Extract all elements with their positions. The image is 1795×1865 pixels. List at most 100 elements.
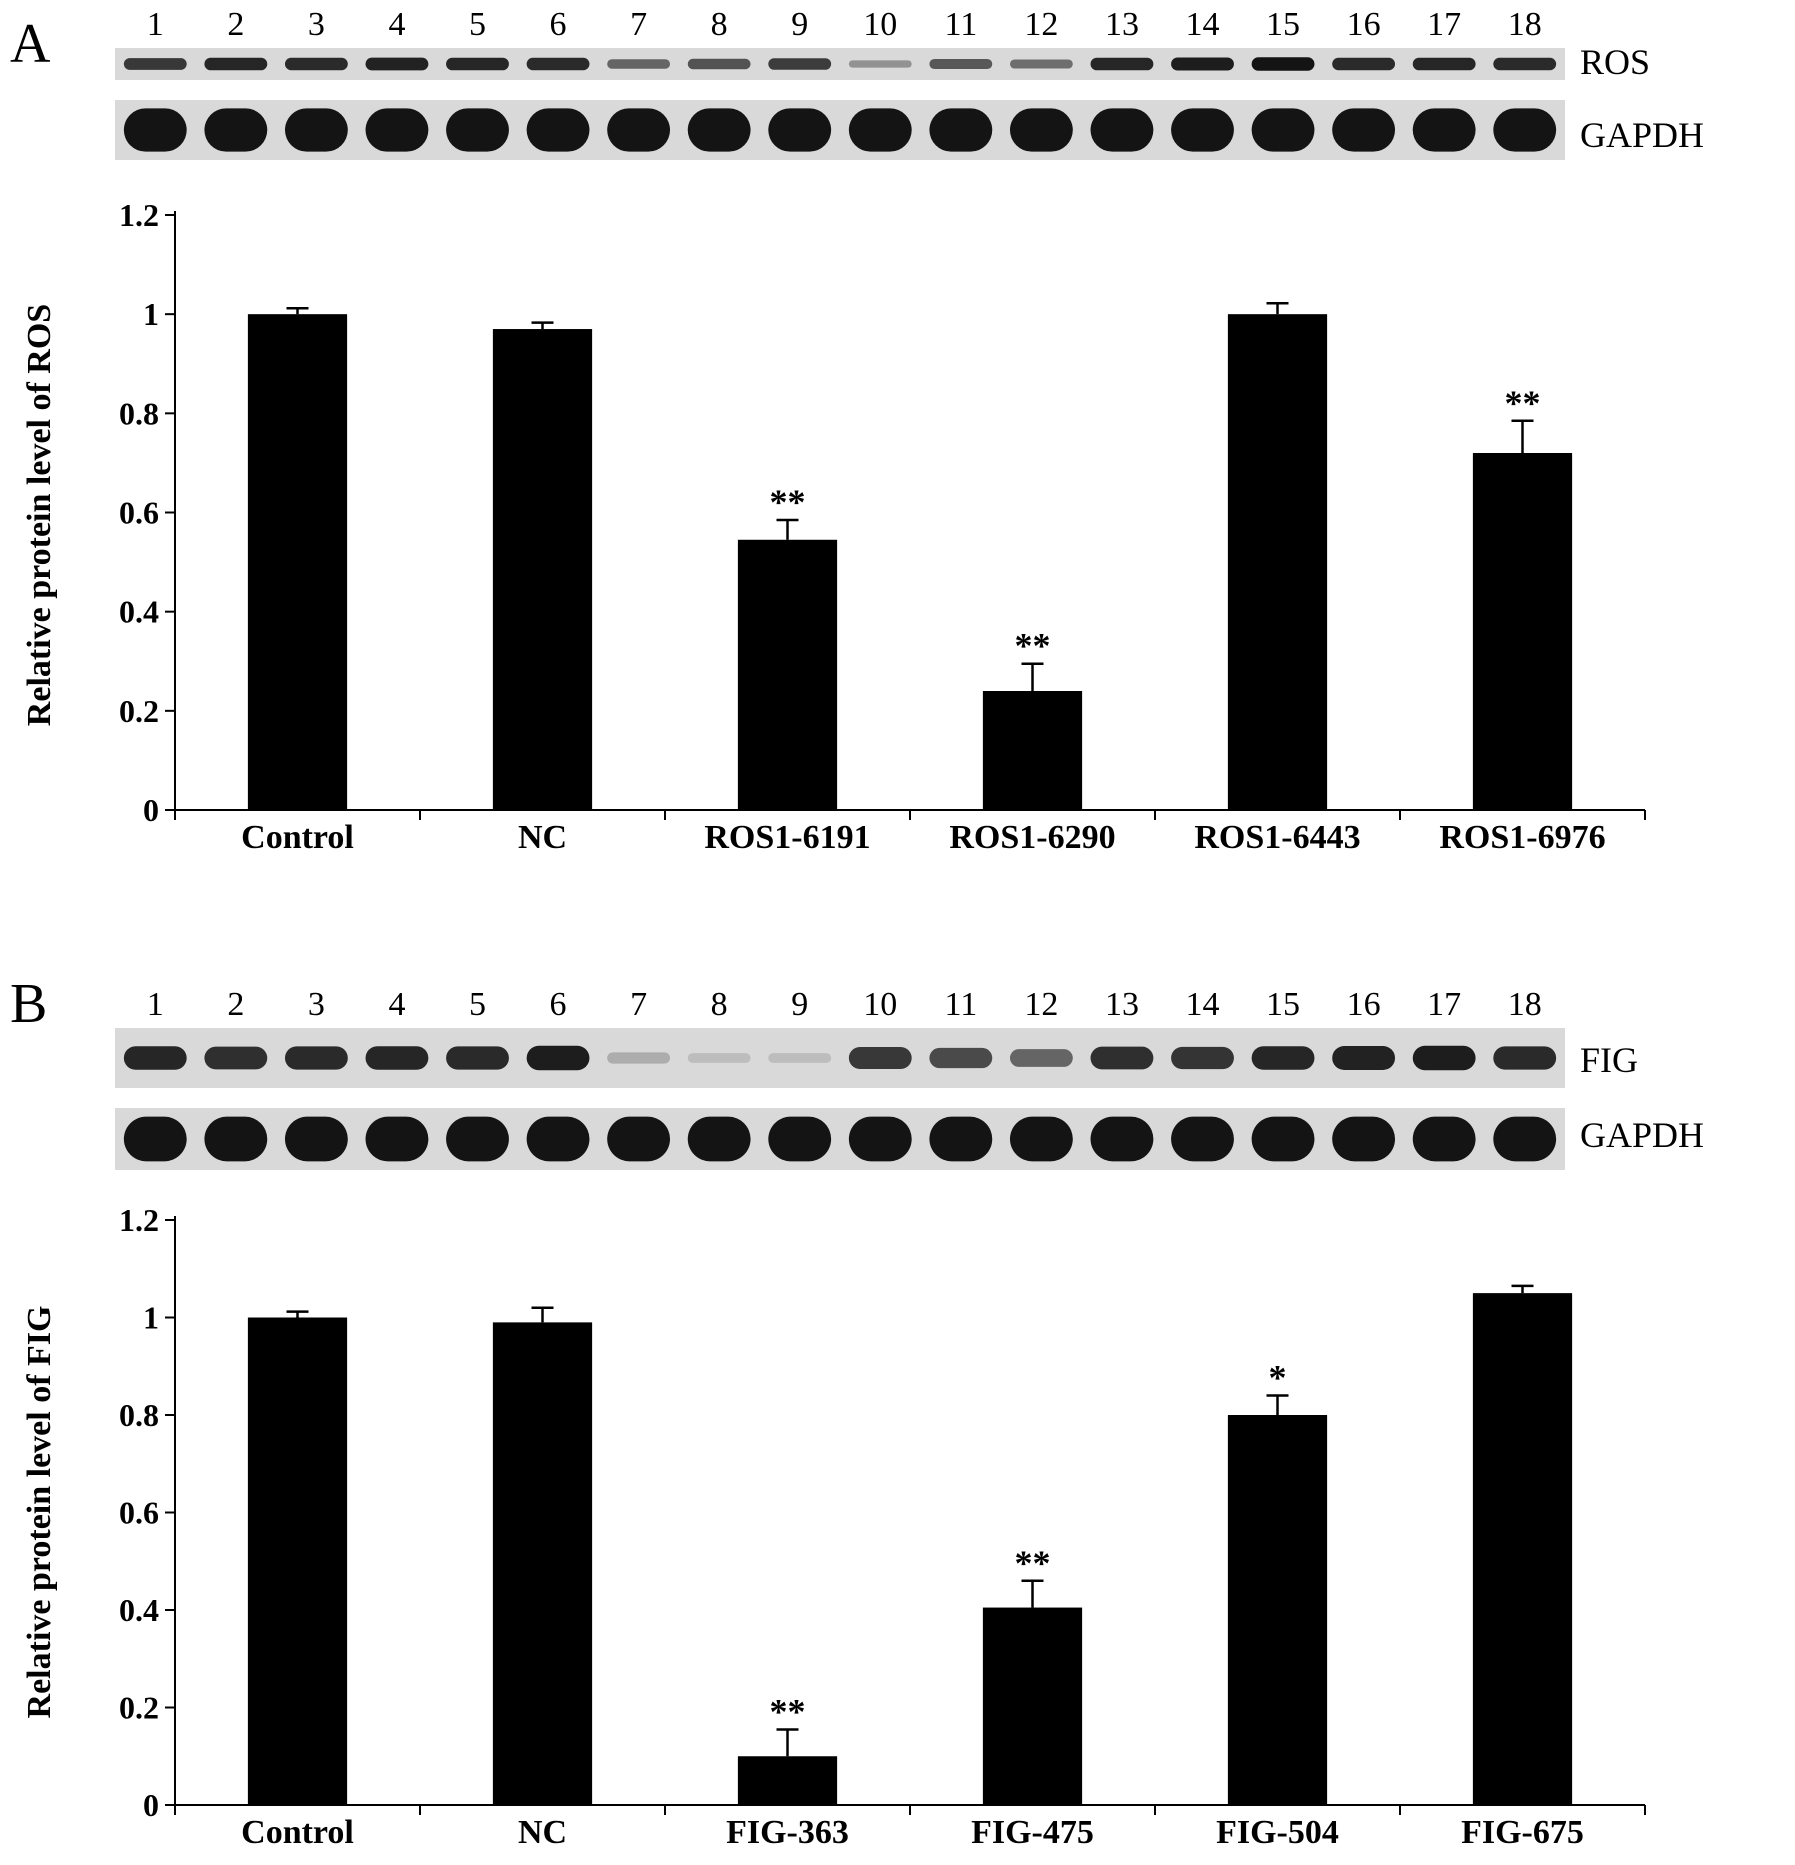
blot-band (1251, 1116, 1315, 1162)
blot-band (929, 58, 993, 70)
blot-band (1412, 1116, 1476, 1162)
y-tick-label: 0 (143, 792, 159, 828)
blot-band (1009, 1049, 1073, 1067)
y-tick-label: 0.4 (119, 594, 159, 630)
lane-number: 1 (147, 6, 164, 43)
lane-number: 12 (1024, 6, 1058, 43)
lane-number: 17 (1427, 6, 1461, 43)
blot-band (284, 1116, 348, 1162)
blot-band (526, 57, 590, 71)
bar-chart: 0 0.2 0.4 0.6 0.8 1 1.2 Relative protein level … (21, 1202, 1646, 1851)
blot-band (687, 108, 751, 152)
y-tick-label: 0 (143, 1787, 159, 1823)
bar (982, 691, 1083, 810)
blot-band (687, 1053, 751, 1063)
blot-band (1009, 1116, 1073, 1162)
lane-number: 11 (944, 986, 977, 1023)
bar (247, 1317, 348, 1805)
lane-number: 13 (1105, 6, 1139, 43)
significance-marker: * (1269, 1358, 1287, 1398)
blot-band (123, 58, 187, 70)
x-category-label: ROS1-6443 (1194, 819, 1360, 856)
lane-number: 12 (1024, 986, 1058, 1023)
lane-numbers: 1 2 3 4 5 6 7 8 9 10 11 12 13 14 15 16 17 18 (147, 6, 1542, 43)
lane-number: 1 (147, 986, 164, 1023)
blot-band (848, 1047, 912, 1069)
lane-number: 7 (630, 986, 647, 1023)
blot-band (446, 57, 509, 71)
lane-number: 18 (1508, 986, 1542, 1023)
lane-number: 2 (227, 986, 244, 1023)
blot-band (687, 58, 751, 70)
panel-b: B 1 2 3 4 5 6 7 8 9 10 11 12 13 14 15 16 17 18 FIG GAPDH 0… (0, 930, 1795, 1865)
bar (492, 1322, 593, 1805)
blot-band (1009, 59, 1073, 69)
blot-band (607, 59, 671, 69)
blot-band (1412, 108, 1476, 152)
lane-number: 18 (1508, 6, 1542, 43)
lane-number: 16 (1347, 986, 1381, 1023)
lane-number: 8 (711, 986, 728, 1023)
blot-band (1493, 1116, 1557, 1162)
lane-number: 4 (388, 6, 405, 43)
blot-band (1412, 1045, 1476, 1071)
bar (737, 1756, 838, 1805)
lane-number: 9 (791, 986, 808, 1023)
y-tick-label: 1.2 (119, 1202, 159, 1238)
blot-band (768, 1053, 832, 1063)
blot-label: FIG (1580, 1040, 1638, 1080)
lane-number: 7 (630, 6, 647, 43)
blot-band (1090, 108, 1154, 152)
blot-band (1251, 108, 1315, 152)
lane-number: 16 (1347, 6, 1381, 43)
lane-number: 15 (1266, 986, 1300, 1023)
x-category-label: FIG-504 (1216, 1814, 1339, 1851)
blot-band (123, 108, 187, 152)
significance-marker: ** (770, 1691, 806, 1731)
y-tick-label: 0.2 (119, 693, 159, 729)
blot-band (768, 1116, 832, 1162)
blot-band (284, 108, 348, 152)
x-category-label: ROS1-6290 (949, 819, 1115, 856)
blot-band (1171, 1116, 1234, 1162)
lane-number: 10 (863, 986, 897, 1023)
lane-number: 4 (388, 986, 405, 1023)
blot-band (526, 1116, 590, 1162)
lane-number: 6 (550, 986, 567, 1023)
significance-marker: ** (770, 482, 806, 522)
blot-band (1332, 108, 1396, 152)
blot-band (687, 1116, 751, 1162)
blot-strip-background (115, 1028, 1565, 1088)
y-tick-label: 0.2 (119, 1690, 159, 1726)
blot-band (365, 108, 429, 152)
blot-band (1090, 1046, 1154, 1070)
blot-band (848, 1116, 912, 1162)
blot-band (204, 1046, 268, 1070)
y-tick-label: 1 (143, 1300, 159, 1336)
blot-band (607, 108, 671, 152)
lane-number: 3 (308, 986, 325, 1023)
lane-number: 8 (711, 6, 728, 43)
blot-band (1171, 1046, 1234, 1070)
bar (1472, 1293, 1573, 1805)
blot-band (1332, 57, 1396, 71)
y-tick-label: 0.4 (119, 1592, 159, 1628)
blot-band (446, 1046, 509, 1070)
blot-band (1332, 1046, 1396, 1070)
panel-letter: B (10, 973, 47, 1035)
blot-band (446, 108, 509, 152)
blot-band (1332, 1116, 1396, 1162)
significance-marker: ** (1015, 1543, 1051, 1583)
lane-number: 9 (791, 6, 808, 43)
blot-label: GAPDH (1580, 115, 1704, 155)
blot-strip-background (115, 1108, 1565, 1170)
blot-label: ROS (1580, 42, 1650, 82)
blot-strip-background (115, 48, 1565, 80)
blot-band (768, 108, 832, 152)
blot-band (1090, 1116, 1154, 1162)
blot-band (365, 57, 429, 71)
blot-band (929, 1047, 993, 1069)
x-category-label: Control (241, 1814, 354, 1851)
blot-band (123, 1116, 187, 1162)
